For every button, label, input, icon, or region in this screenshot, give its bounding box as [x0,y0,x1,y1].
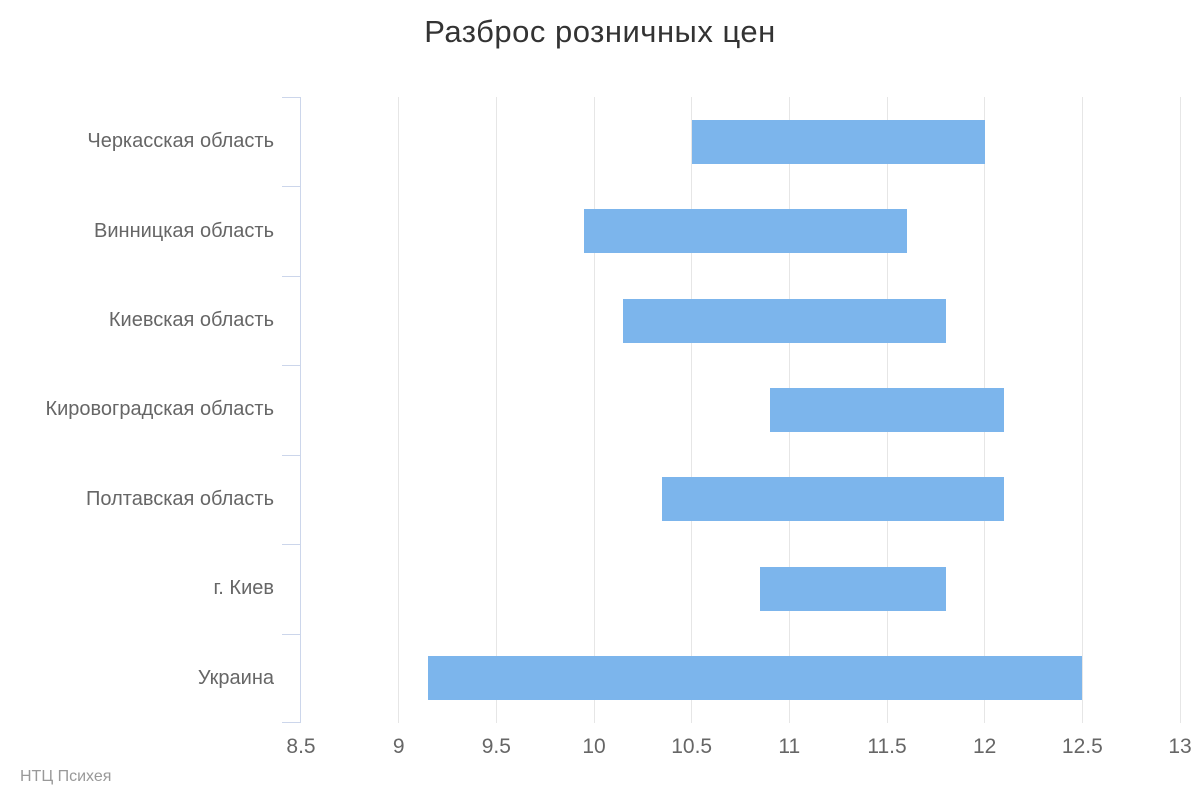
gridline [691,97,693,723]
category-label: Киевская область [108,309,274,332]
x-axis-tick-label: 10 [582,735,606,758]
y-axis-tick [282,633,301,635]
x-axis-tick-label: 8.5 [286,735,316,758]
y-axis-tick [282,365,301,367]
y-axis-tick [282,97,301,98]
x-axis-tick-label: 9 [392,735,405,758]
x-axis-labels: 8.5 9 9.5 10 10.5 11 11.5 12 12.5 13 [286,735,1191,765]
category-label: Украина [197,666,274,689]
credits: НТЦ Психея [20,768,112,785]
category-label: г. Киев [213,577,274,600]
gridline [593,97,595,723]
category-label: Кировоградская область [45,398,274,421]
category-label: Винницкая область [94,219,274,242]
chart-title: Разброс розничных цен [424,14,776,49]
range-bar[interactable] [691,119,985,164]
plot-area [282,97,1181,723]
y-axis-tick [282,186,301,188]
range-bar[interactable] [584,209,907,254]
y-axis-tick [282,722,301,723]
gridline [1179,97,1181,723]
range-bar[interactable] [623,298,946,343]
range-bar[interactable] [769,388,1005,432]
range-bar[interactable] [662,477,1005,522]
gridline [1081,97,1083,723]
y-axis-tick [282,544,301,546]
y-axis-tick [282,275,301,277]
x-axis-tick-label: 9.5 [481,735,511,758]
category-label: Черкасская область [87,130,274,153]
y-axis-line [300,97,301,723]
x-axis-tick-label: 13 [1168,735,1192,758]
x-axis-tick-label: 11 [778,735,801,758]
y-axis-tick [282,454,301,456]
x-axis-tick-label: 11.5 [867,735,907,758]
range-bar[interactable] [760,566,946,611]
category-label: Полтавская область [86,487,274,510]
x-axis-tick-label: 10.5 [671,735,713,758]
range-bar[interactable] [427,656,1083,701]
category-labels: Черкасская область Винницкая область Киевс… [0,97,274,723]
gridline [398,97,400,723]
x-axis-tick-label: 12.5 [1061,735,1103,758]
x-axis-tick-label: 12 [972,735,997,758]
gridline [495,97,497,723]
